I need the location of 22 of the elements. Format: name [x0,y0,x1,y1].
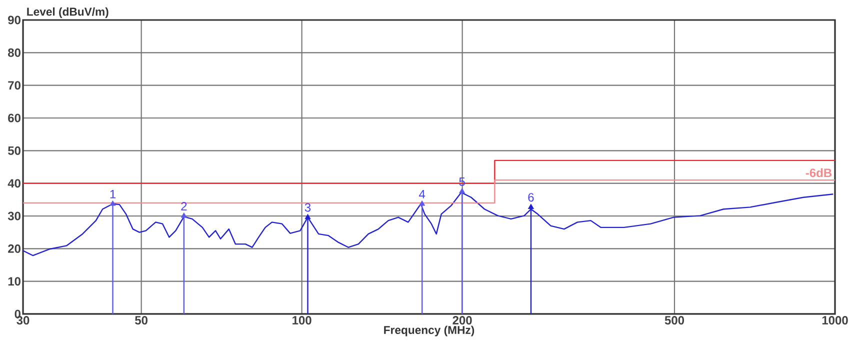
y-tick-label: 50 [8,146,20,155]
y-tick-label: 30 [8,212,20,220]
y-tick-label: 60 [8,114,20,122]
y-tick-label: 80 [8,48,20,57]
series-label: -6dB [806,168,832,178]
annotation: 4 [419,190,426,198]
annotation: 3 [304,203,311,212]
annotation: 2 [181,202,187,210]
y-tick-label: 20 [8,244,20,253]
y-tick-label: 70 [8,81,20,90]
x-tick-label: 500 [664,316,684,325]
x-tick-label: 100 [292,316,312,325]
y-tick-label: 40 [8,179,20,188]
x-tick-label: 1000 [822,316,848,325]
x-tick-label: 50 [135,316,148,325]
y-tick-label: 90 [8,16,20,24]
y-tick-label: 10 [8,277,20,286]
x-tick-label: 200 [452,316,472,325]
annotation: 1 [110,190,116,198]
annotation: 6 [528,193,534,202]
x-axis-title: Frequency (MHz) [384,326,474,336]
y-axis-title: Level (dBuV/m) [27,7,108,18]
